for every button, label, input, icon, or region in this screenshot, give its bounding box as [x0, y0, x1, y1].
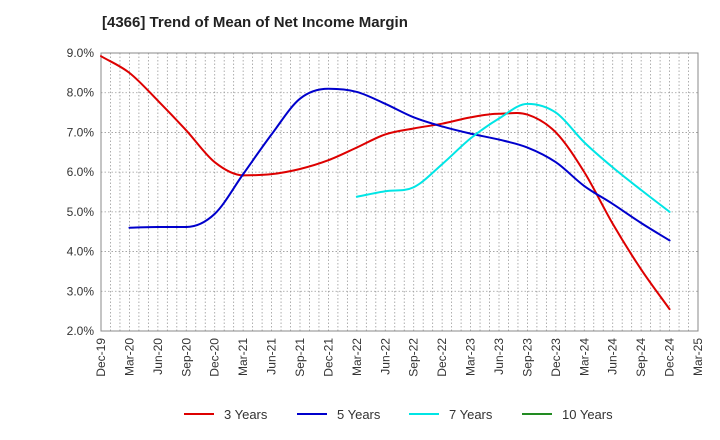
legend-label-5-years: 5 Years	[337, 407, 381, 422]
plot-border	[100, 52, 699, 332]
y-tick-label: 4.0%	[67, 245, 95, 259]
x-tick-label: Dec-23	[549, 338, 563, 377]
x-tick-label: Sep-22	[407, 338, 421, 377]
x-tick-label: Dec-20	[208, 338, 222, 377]
x-tick-label: Mar-23	[464, 338, 478, 376]
x-tick-label: Jun-20	[151, 338, 165, 375]
legend-label-3-years: 3 Years	[224, 407, 268, 422]
x-tick-label: Mar-24	[577, 338, 591, 376]
x-tick-label: Dec-22	[435, 338, 449, 377]
y-tick-label: 8.0%	[67, 86, 95, 100]
x-tick-label: Jun-21	[265, 338, 279, 375]
legend-label-10-years: 10 Years	[562, 407, 613, 422]
y-tick-label: 2.0%	[67, 324, 95, 338]
x-tick-label: Mar-21	[236, 338, 250, 376]
y-tick-label: 5.0%	[67, 205, 95, 219]
x-tick-label: Dec-19	[94, 338, 108, 377]
y-tick-label: 3.0%	[67, 284, 95, 298]
y-tick-label: 6.0%	[67, 165, 95, 179]
x-tick-label: Sep-20	[179, 338, 193, 377]
y-tick-label: 9.0%	[67, 46, 95, 60]
x-tick-label: Jun-22	[378, 338, 392, 375]
x-tick-label: Sep-21	[293, 338, 307, 377]
x-tick-label: Mar-25	[691, 338, 705, 376]
x-tick-label: Jun-23	[492, 338, 506, 375]
y-tick-label: 7.0%	[67, 125, 95, 139]
plot-area	[101, 53, 698, 331]
series-line-7-years	[355, 102, 671, 213]
chart-title: [4366] Trend of Mean of Net Income Margi…	[102, 14, 408, 31]
x-tick-label: Sep-23	[520, 338, 534, 377]
legend-label-7-years: 7 Years	[449, 407, 493, 422]
series-line-5-years	[128, 87, 671, 242]
x-tick-label: Sep-24	[634, 338, 648, 377]
x-tick-label: Jun-24	[606, 338, 620, 375]
x-tick-label: Mar-20	[122, 338, 136, 376]
x-tick-label: Dec-21	[321, 338, 335, 377]
series-line-3-years	[100, 55, 671, 311]
x-tick-label: Mar-22	[350, 338, 364, 376]
x-tick-label: Dec-24	[663, 338, 677, 377]
